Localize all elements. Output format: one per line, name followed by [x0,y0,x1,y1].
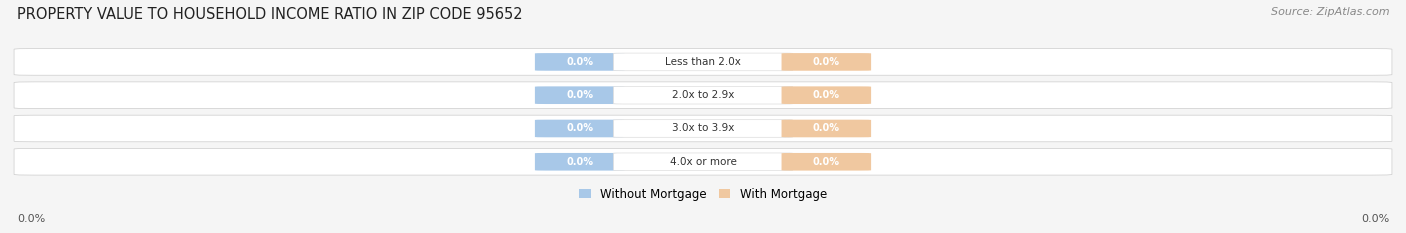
Text: 0.0%: 0.0% [813,157,839,167]
Text: 0.0%: 0.0% [567,90,593,100]
FancyBboxPatch shape [613,53,793,71]
FancyBboxPatch shape [14,115,1392,142]
Text: 0.0%: 0.0% [813,57,839,67]
FancyBboxPatch shape [613,86,793,104]
Text: 0.0%: 0.0% [567,123,593,134]
Text: Source: ZipAtlas.com: Source: ZipAtlas.com [1271,7,1389,17]
FancyBboxPatch shape [782,153,872,171]
Text: 0.0%: 0.0% [567,57,593,67]
Text: 0.0%: 0.0% [1361,214,1389,224]
FancyBboxPatch shape [14,82,1392,109]
FancyBboxPatch shape [613,120,793,137]
FancyBboxPatch shape [534,86,624,104]
Text: 4.0x or more: 4.0x or more [669,157,737,167]
FancyBboxPatch shape [613,153,793,171]
FancyBboxPatch shape [14,148,1392,175]
Text: PROPERTY VALUE TO HOUSEHOLD INCOME RATIO IN ZIP CODE 95652: PROPERTY VALUE TO HOUSEHOLD INCOME RATIO… [17,7,523,22]
Text: 3.0x to 3.9x: 3.0x to 3.9x [672,123,734,134]
FancyBboxPatch shape [782,86,872,104]
Text: 0.0%: 0.0% [567,157,593,167]
FancyBboxPatch shape [534,120,624,137]
Text: 0.0%: 0.0% [813,123,839,134]
FancyBboxPatch shape [782,120,872,137]
FancyBboxPatch shape [782,53,872,71]
FancyBboxPatch shape [14,49,1392,75]
Text: 0.0%: 0.0% [17,214,45,224]
FancyBboxPatch shape [534,153,624,171]
Legend: Without Mortgage, With Mortgage: Without Mortgage, With Mortgage [579,188,827,201]
Text: 2.0x to 2.9x: 2.0x to 2.9x [672,90,734,100]
FancyBboxPatch shape [534,53,624,71]
Text: Less than 2.0x: Less than 2.0x [665,57,741,67]
Text: 0.0%: 0.0% [813,90,839,100]
